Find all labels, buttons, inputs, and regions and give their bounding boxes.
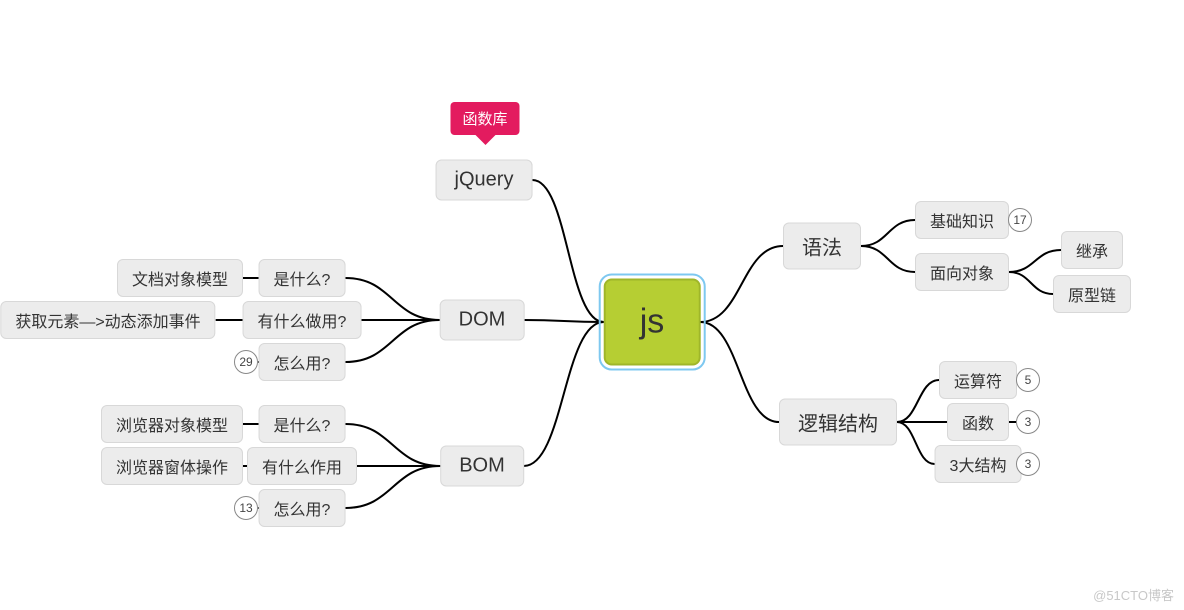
mindmap-node[interactable]: 逻辑结构 — [779, 399, 897, 446]
mindmap-node[interactable]: jQuery — [436, 160, 533, 201]
mindmap-edge — [861, 246, 915, 272]
mindmap-node[interactable]: DOM — [440, 300, 525, 341]
mindmap-node[interactable]: 运算符 — [939, 361, 1017, 399]
mindmap-edge — [897, 422, 935, 464]
mindmap-badge: 3 — [1016, 410, 1040, 434]
mindmap-node[interactable]: 是什么? — [259, 259, 346, 297]
watermark-text: @51CTO博客 — [1093, 585, 1174, 604]
mindmap-edge — [524, 320, 603, 322]
mindmap-badge: 3 — [1016, 452, 1040, 476]
mindmap-edge — [345, 466, 440, 508]
mindmap-node[interactable]: 有什么作用 — [247, 447, 357, 485]
mindmap-node[interactable]: 浏览器对象模型 — [101, 405, 243, 443]
mindmap-edge — [700, 246, 783, 322]
mindmap-node[interactable]: 原型链 — [1053, 275, 1131, 313]
mindmap-node[interactable]: 继承 — [1061, 231, 1123, 269]
mindmap-edge — [1009, 272, 1053, 294]
mindmap-node[interactable]: 面向对象 — [915, 253, 1009, 291]
mindmap-edge — [1009, 250, 1061, 272]
mindmap-root[interactable]: js — [604, 279, 701, 366]
mindmap-node[interactable]: 文档对象模型 — [117, 259, 243, 297]
mindmap-edge — [861, 220, 915, 246]
mindmap-badge: 29 — [234, 350, 258, 374]
mindmap-edge — [532, 180, 603, 322]
mindmap-badge: 13 — [234, 496, 258, 520]
mindmap-node[interactable]: 怎么用? — [259, 343, 346, 381]
mindmap-node[interactable]: 是什么? — [259, 405, 346, 443]
mindmap-edge — [700, 322, 779, 422]
mindmap-node[interactable]: 有什么做用? — [243, 301, 362, 339]
mindmap-edge — [524, 322, 604, 466]
mindmap-edge — [345, 424, 440, 466]
mindmap-badge: 5 — [1016, 368, 1040, 392]
mindmap-node[interactable]: 基础知识 — [915, 201, 1009, 239]
mindmap-node[interactable]: 3大结构 — [935, 445, 1022, 483]
mindmap-badge: 17 — [1008, 208, 1032, 232]
mindmap-node[interactable]: 怎么用? — [259, 489, 346, 527]
mindmap-node[interactable]: 语法 — [783, 223, 861, 270]
callout-tooltip: 函数库 — [450, 102, 519, 135]
mindmap-node[interactable]: BOM — [440, 446, 524, 487]
mindmap-node[interactable]: 函数 — [947, 403, 1009, 441]
mindmap-node[interactable]: 浏览器窗体操作 — [101, 447, 243, 485]
mindmap-node[interactable]: 获取元素—>动态添加事件 — [0, 301, 215, 339]
mindmap-edge — [897, 380, 939, 422]
